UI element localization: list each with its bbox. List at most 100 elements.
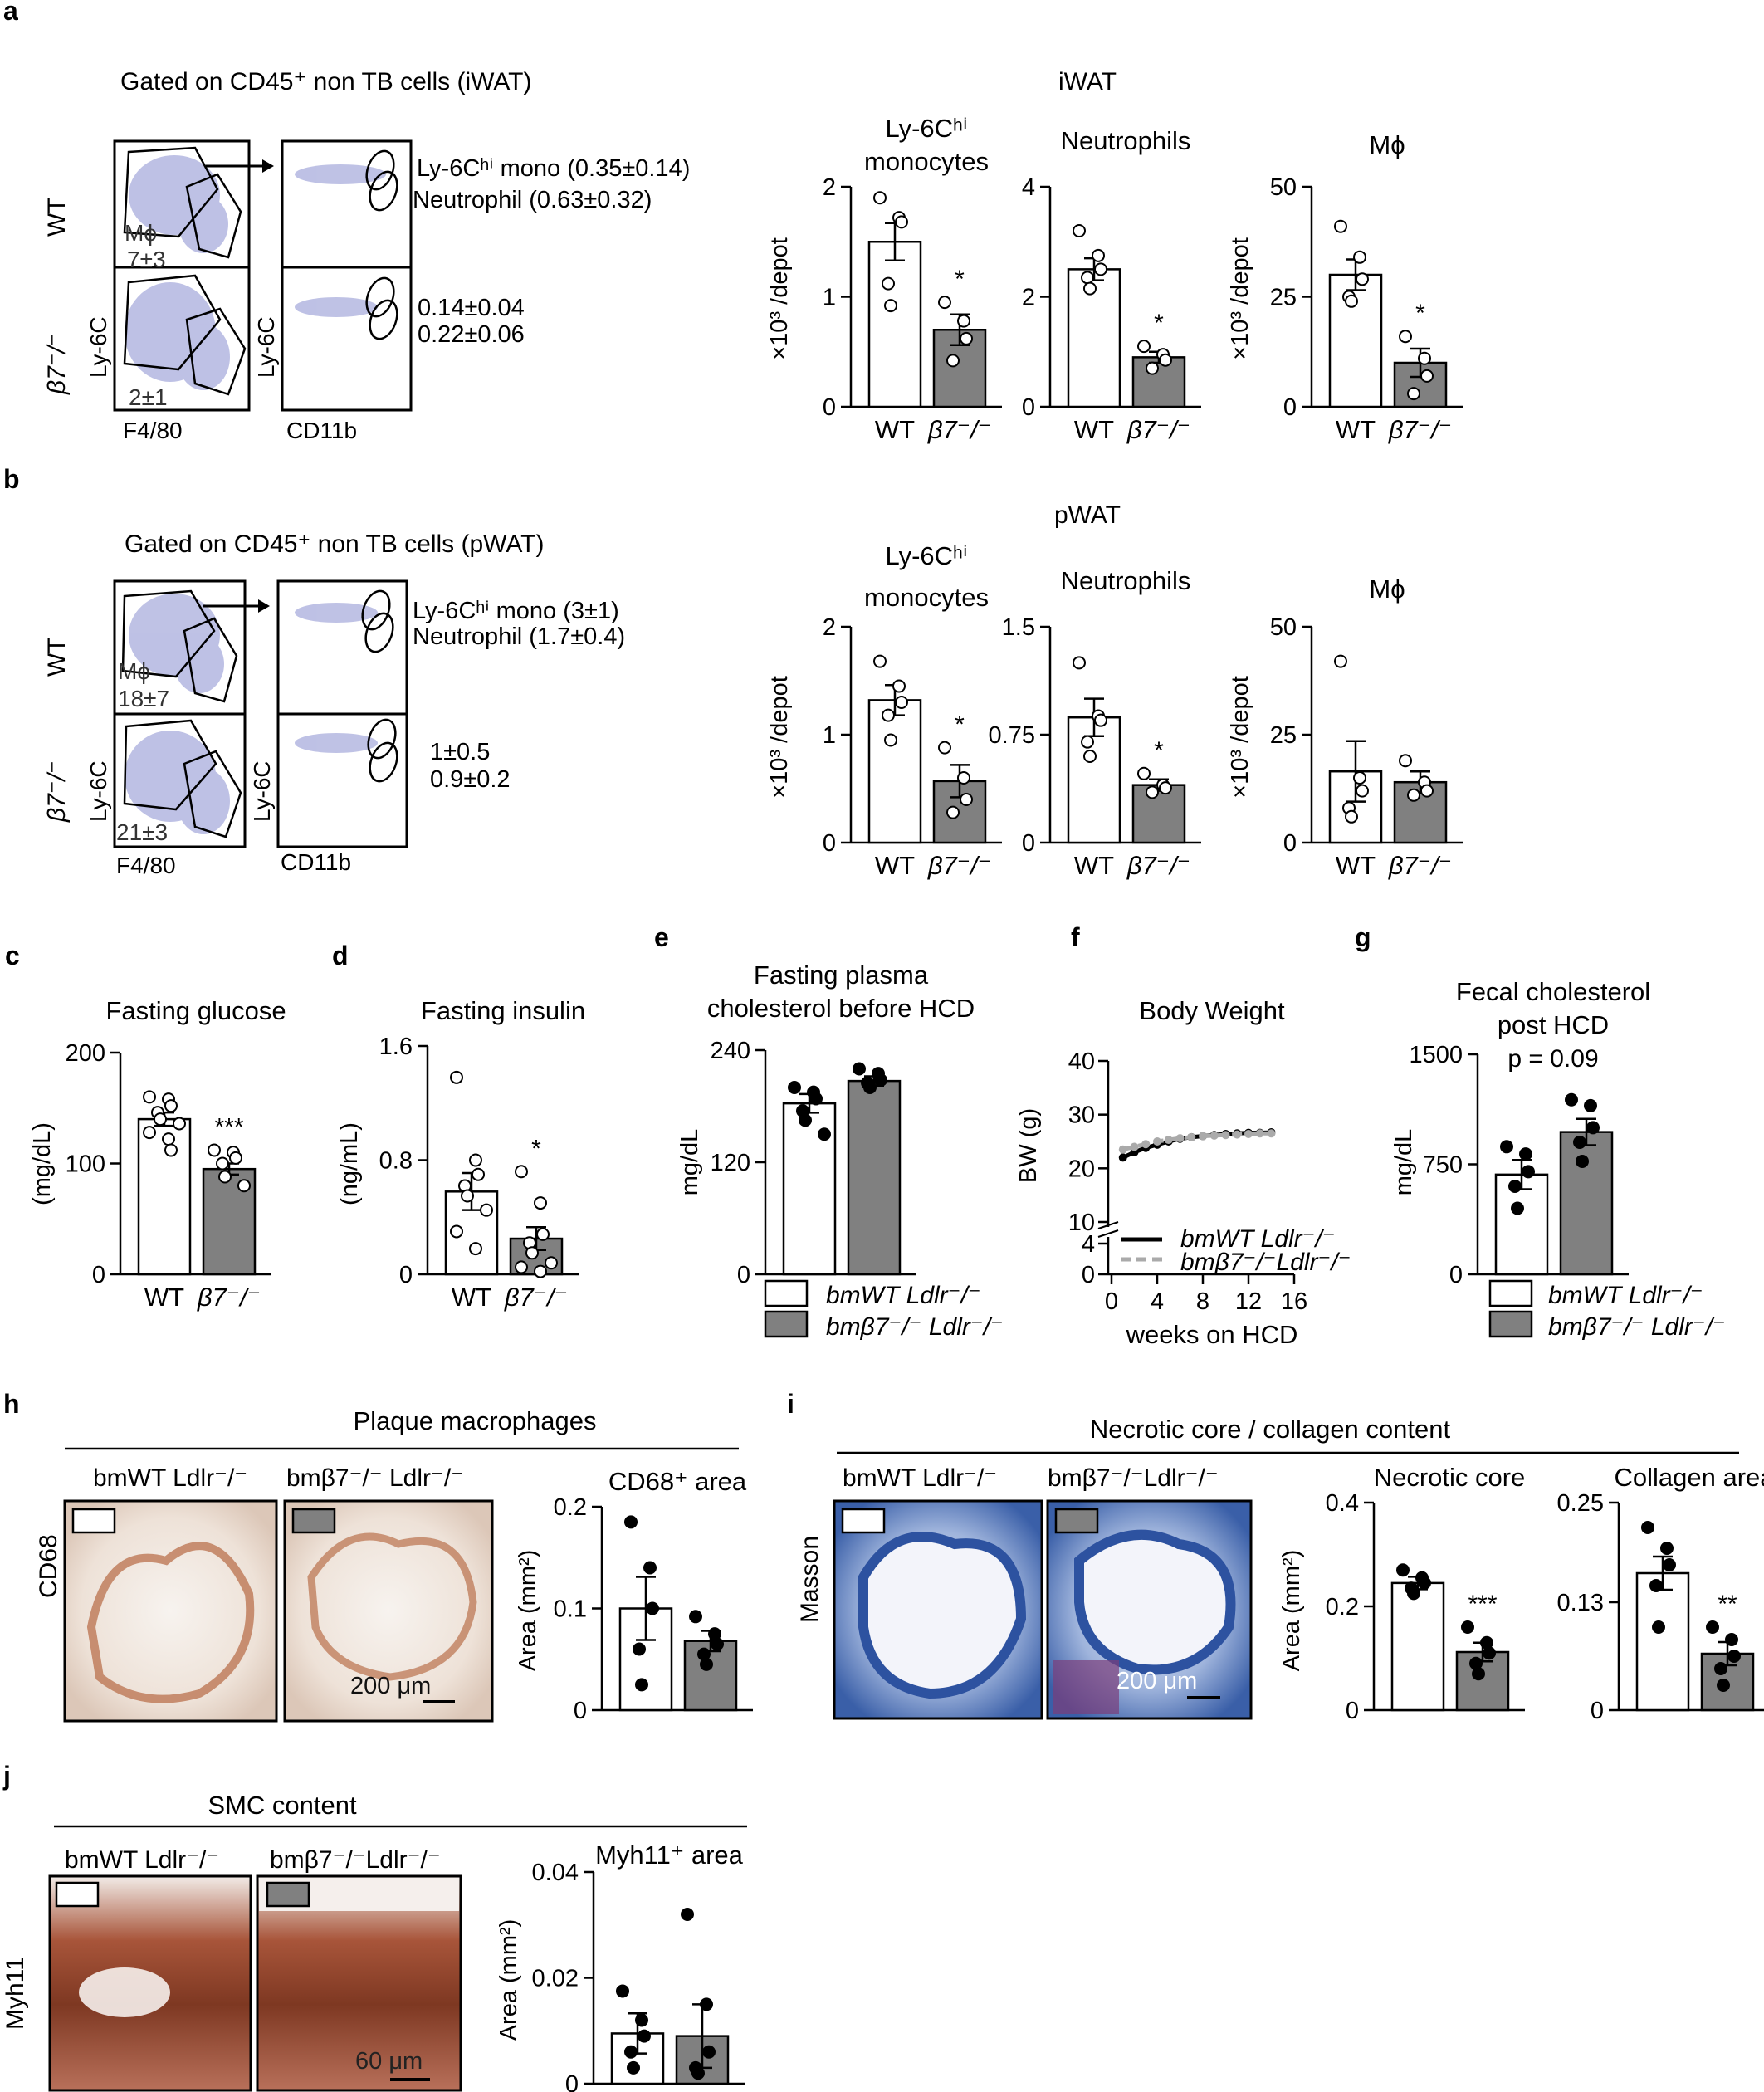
legend-g-wt-label: bmWT Ldlr⁻/⁻	[1548, 1282, 1703, 1309]
chart-title: Collagen area	[1614, 1463, 1764, 1492]
chart-d: Fasting insulin 0 0.8 1.6 (ng/mL) WT β7⁻/⁻ *	[336, 996, 585, 1312]
series-point	[1130, 1142, 1139, 1151]
data-point	[1584, 1098, 1597, 1112]
bar	[1131, 356, 1186, 408]
legend-g-ko-swatch	[1488, 1310, 1533, 1338]
y-tick-label: 0.04	[532, 1860, 579, 1886]
significance-stars: *	[955, 711, 965, 739]
y-axis-label: Area (mm²)	[515, 1550, 541, 1672]
data-point	[164, 1099, 178, 1113]
data-point	[818, 1127, 831, 1141]
y-tick-label: 4	[1022, 174, 1035, 201]
data-point	[1508, 1180, 1522, 1193]
y-axis-label: (mg/dL)	[29, 1122, 56, 1205]
y-axis-label: ×10³ /depot	[1227, 676, 1253, 799]
chart-a3: Mϕ 0 25 50 ×10³ /depot WT β7⁻/⁻ *	[1227, 130, 1463, 444]
data-point	[1345, 294, 1358, 308]
data-point	[1094, 713, 1107, 727]
mphi-value-ko: 2±1	[129, 384, 168, 410]
x-tick-label: WT	[144, 1283, 184, 1312]
data-point	[799, 1113, 812, 1127]
series-point	[1118, 1145, 1127, 1154]
data-point	[1586, 1121, 1600, 1135]
bar	[867, 699, 922, 844]
data-point	[895, 696, 908, 709]
x-tick-label: 0	[1105, 1288, 1118, 1315]
series-point	[1267, 1129, 1276, 1138]
title-i: Necrotic core / collagen content	[1090, 1415, 1451, 1444]
x-tick-label: WT	[1336, 415, 1376, 444]
data-point	[208, 1143, 221, 1157]
group-key-i-wt	[841, 1508, 886, 1534]
data-point	[1407, 387, 1420, 401]
data-point	[700, 1997, 713, 2011]
data-point	[545, 1256, 558, 1270]
data-point	[788, 1081, 801, 1094]
data-point	[1146, 785, 1159, 799]
series-point	[1164, 1136, 1173, 1145]
y-tick-label: 4	[1082, 1231, 1095, 1258]
data-point	[1706, 1620, 1719, 1634]
vessel-lumen-j-wt	[79, 1967, 170, 2017]
data-point	[681, 1908, 694, 1921]
data-point	[1483, 1646, 1496, 1660]
axis-ly6c-a1: Ly-6C	[86, 316, 111, 378]
significance-stars: *	[1154, 737, 1164, 765]
data-point	[534, 1196, 547, 1210]
panel-b: b Gated on CD45⁺ non TB cells (pWAT) pWA…	[3, 464, 1121, 878]
y-tick-label: 2	[1022, 285, 1035, 311]
ly6c-val-ko-a: 0.14±0.04	[418, 295, 525, 321]
muscle-tissue-i-ko	[1053, 1660, 1119, 1714]
gate-ly6c-wt	[365, 149, 395, 191]
data-point	[154, 1112, 167, 1127]
flow-plot-cd11b-wt-b	[276, 579, 408, 716]
chart-title-line2: monocytes	[864, 147, 989, 176]
flow-plot-cd11b-ko	[281, 266, 413, 412]
significance-stars: *	[1415, 300, 1425, 327]
y-tick-label: 1.5	[1002, 614, 1035, 641]
bar	[137, 1117, 192, 1276]
legend-g-ko-label: bmβ7⁻/⁻ Ldlr⁻/⁻	[1548, 1313, 1726, 1341]
scale-label-j: 60 μm	[355, 2048, 423, 2075]
y-tick-label: 0.2	[554, 1494, 587, 1521]
bar	[1131, 784, 1186, 844]
y-tick-label: 0	[737, 1262, 750, 1288]
data-point	[1345, 809, 1358, 824]
data-point	[1420, 784, 1434, 798]
y-tick-label: 0.75	[989, 722, 1035, 749]
x-tick-label: β7⁻/⁻	[1388, 415, 1452, 444]
chart-b1: Ly-6Cʰⁱ monocytes 0 1 2 ×10³ /depot WT β7⁻/⁻ *	[766, 541, 1002, 880]
group-key-j-wt	[55, 1881, 100, 1908]
y-tick-label: 10	[1068, 1210, 1095, 1236]
row-label-wt-b: WT	[43, 638, 71, 677]
x-tick-label: β7⁻/⁻	[504, 1283, 568, 1312]
data-point	[1083, 750, 1097, 763]
histology-image-j-ko	[256, 1874, 462, 2092]
bar	[1455, 1650, 1510, 1712]
y-tick-label: 0	[1283, 830, 1297, 857]
chart-title: Fasting glucose	[105, 996, 286, 1025]
data-point	[162, 1132, 175, 1146]
chart-i1: Necrotic core 0 0.2 0.4 Area (mm²) ***	[1278, 1463, 1525, 1724]
panel-letter-h: h	[3, 1389, 20, 1419]
chart-i2: Collagen area 0 0.13 0.25 **	[1557, 1463, 1764, 1724]
data-point	[863, 1081, 877, 1094]
y-axis-label: mg/dL	[677, 1129, 703, 1196]
y-tick-label: 2	[823, 174, 836, 201]
neut-line-wt-b: Neutrophil (1.7±0.4)	[413, 623, 625, 650]
gate-arrow-head-b	[258, 599, 270, 613]
chart-j: Myh11⁺ area 0 0.02 0.04 Area (mm²)	[496, 1840, 745, 2092]
neut-line-wt-a: Neutrophil (0.63±0.32)	[413, 187, 652, 213]
gating-title-a: Gated on CD45⁺ non TB cells (iWAT)	[120, 68, 531, 95]
chart-title: Neutrophils	[1061, 126, 1191, 155]
y-tick-label: 240	[711, 1038, 750, 1064]
bar	[1328, 273, 1383, 408]
data-point	[1725, 1633, 1738, 1646]
y-axis-label: Area (mm²)	[1278, 1550, 1305, 1672]
data-point	[525, 1246, 539, 1260]
series-point	[1118, 1153, 1127, 1162]
data-point	[882, 708, 895, 722]
data-point	[534, 1264, 547, 1278]
y-tick-label: 25	[1270, 722, 1297, 749]
data-point	[1641, 1521, 1654, 1534]
